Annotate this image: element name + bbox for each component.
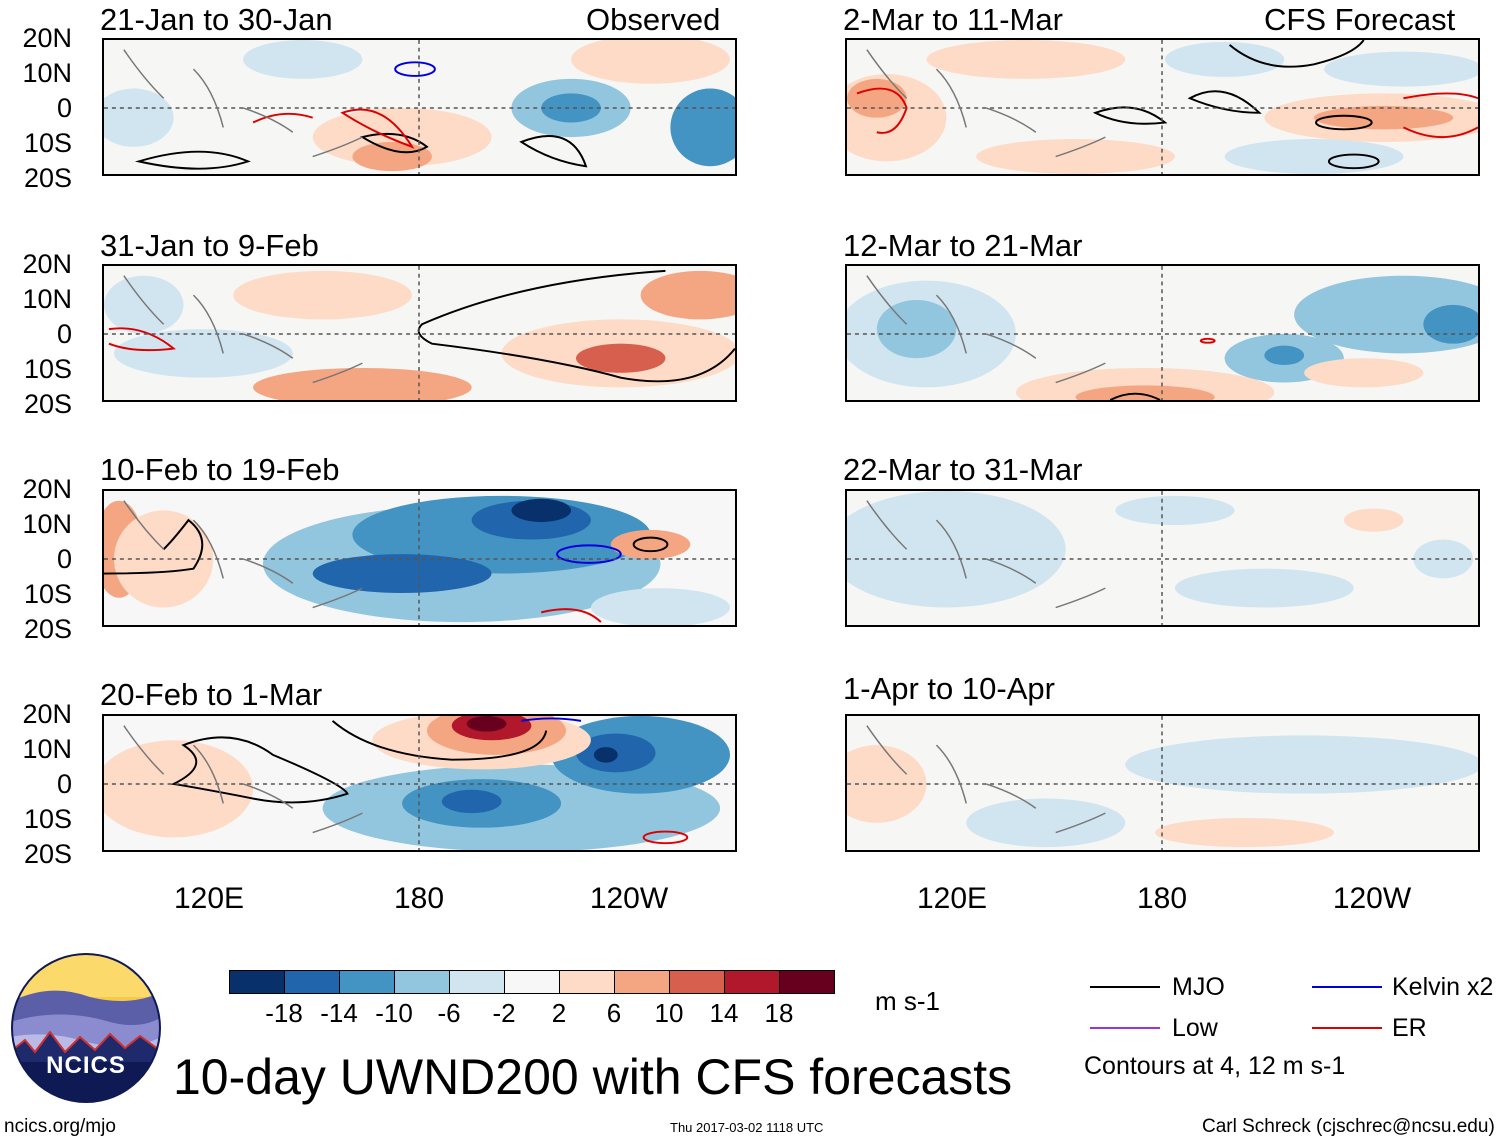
y-label-10s: 10S (23, 579, 72, 609)
colorbar-units: m s-1 (875, 986, 940, 1016)
colorbar-swatch (614, 970, 670, 994)
x-label-120e: 120E (173, 882, 245, 915)
legend-low-label: Low (1172, 1014, 1218, 1042)
ncics-logo[interactable]: NCICS (10, 952, 162, 1104)
colorbar-tick: 6 (606, 998, 622, 1028)
colorbar-tick: -2 (492, 998, 516, 1028)
legend-mjo-label: MJO (1172, 973, 1225, 1001)
map-panel-5 (845, 38, 1480, 176)
contours-note: Contours at 4, 12 m s-1 (1084, 1052, 1346, 1080)
panel-title: 1-Apr to 10-Apr (843, 671, 1055, 706)
map-panel-3 (102, 489, 737, 627)
x-label-180: 180 (393, 882, 445, 915)
footer-author: Carl Schreck (cjschrec@ncsu.edu) (1202, 1116, 1495, 1137)
y-label-10s: 10S (23, 128, 72, 158)
colorbar-tick: 2 (551, 998, 567, 1028)
forecast-label: CFS Forecast (1264, 2, 1456, 37)
main-title: 10-day UWND200 with CFS forecasts (173, 1049, 1013, 1105)
colorbar-tick: 18 (764, 998, 794, 1028)
colorbar-tick: -10 (375, 998, 413, 1028)
colorbar-tick: -18 (265, 998, 303, 1028)
x-label-120e: 120E (916, 882, 988, 915)
legend-low-line (1090, 1027, 1160, 1029)
colorbar-swatch (284, 970, 340, 994)
colorbar-swatch (504, 970, 560, 994)
legend-mjo-line (1090, 986, 1160, 988)
y-label-10n: 10N (22, 284, 72, 314)
y-label-0: 0 (56, 769, 72, 799)
panel-title: 10-Feb to 19-Feb (100, 452, 340, 487)
colorbar-tick: 10 (654, 998, 684, 1028)
map-panel-7 (845, 489, 1480, 627)
y-label-20s: 20S (23, 163, 72, 193)
colorbar-swatch (229, 970, 285, 994)
panel-title: 12-Mar to 21-Mar (843, 228, 1083, 263)
y-label-20n: 20N (22, 249, 72, 279)
colorbar-tick: -6 (437, 998, 461, 1028)
y-label-20n: 20N (22, 23, 72, 53)
legend-kelvin-label: Kelvin x2 (1392, 973, 1494, 1001)
colorbar-tick: -14 (320, 998, 358, 1028)
footer-url[interactable]: ncics.org/mjo (4, 1116, 116, 1137)
colorbar-swatch (339, 970, 395, 994)
colorbar-swatch (449, 970, 505, 994)
x-label-120w: 120W (589, 882, 669, 915)
y-label-20n: 20N (22, 474, 72, 504)
map-panel-1 (102, 38, 737, 176)
map-panel-8 (845, 714, 1480, 852)
panel-title: 2-Mar to 11-Mar (843, 2, 1063, 37)
y-label-10s: 10S (23, 354, 72, 384)
panel-title: 21-Jan to 30-Jan (100, 2, 333, 37)
y-label-0: 0 (56, 544, 72, 574)
y-label-10n: 10N (22, 58, 72, 88)
colorbar-tick: 14 (709, 998, 739, 1028)
map-panel-6 (845, 264, 1480, 402)
y-label-0: 0 (56, 319, 72, 349)
y-label-10n: 10N (22, 734, 72, 764)
legend-er-line (1312, 1027, 1382, 1029)
y-label-20s: 20S (23, 839, 72, 869)
panel-title: 20-Feb to 1-Mar (100, 677, 323, 712)
y-label-20s: 20S (23, 389, 72, 419)
colorbar-swatch (724, 970, 780, 994)
x-label-180: 180 (1136, 882, 1188, 915)
colorbar-swatch (669, 970, 725, 994)
legend-er-label: ER (1392, 1014, 1427, 1042)
colorbar-swatch (394, 970, 450, 994)
y-label-0: 0 (56, 93, 72, 123)
map-panel-4 (102, 714, 737, 852)
y-label-10n: 10N (22, 509, 72, 539)
panel-title: 31-Jan to 9-Feb (100, 228, 319, 263)
footer-timestamp: Thu 2017-03-02 1118 UTC (670, 1120, 824, 1135)
colorbar-swatch (779, 970, 835, 994)
y-label-20n: 20N (22, 699, 72, 729)
x-label-120w: 120W (1332, 882, 1412, 915)
y-label-20s: 20S (23, 614, 72, 644)
observed-label: Observed (586, 2, 721, 37)
y-label-10s: 10S (23, 804, 72, 834)
map-panel-2 (102, 264, 737, 402)
logo-text: NCICS (46, 1052, 126, 1079)
legend-kelvin-line (1312, 986, 1382, 988)
panel-title: 22-Mar to 31-Mar (843, 452, 1083, 487)
colorbar-swatch (559, 970, 615, 994)
